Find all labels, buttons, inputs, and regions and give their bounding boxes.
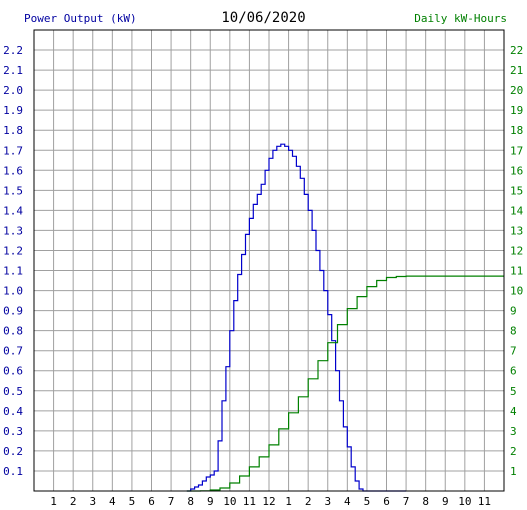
left-tick-label: 1.2	[3, 244, 23, 257]
x-tick-label: 3	[89, 495, 96, 508]
x-tick-label: 5	[129, 495, 136, 508]
x-tick-label: 10	[458, 495, 471, 508]
left-tick-label: 1.7	[3, 144, 23, 157]
chart-title: 10/06/2020	[221, 10, 306, 26]
x-tick-label: 1	[285, 495, 292, 508]
left-tick-label: 1.4	[3, 204, 23, 217]
x-tick-label: 6	[383, 495, 390, 508]
x-tick-label: 2	[305, 495, 312, 508]
grid-lines	[34, 30, 504, 491]
plot-frame	[33, 29, 505, 492]
right-tick-label: 7	[510, 345, 517, 358]
x-tick-label: 11	[243, 495, 256, 508]
x-tick-label: 7	[403, 495, 410, 508]
x-tick-label: 1	[50, 495, 57, 508]
right-tick-label: 10	[510, 285, 523, 298]
left-tick-label: 2.2	[3, 44, 23, 57]
left-tick-label: 1.6	[3, 164, 23, 177]
right-tick-label: 4	[510, 405, 517, 418]
left-tick-label: 0.3	[3, 425, 23, 438]
right-tick-label: 1	[510, 465, 517, 478]
x-tick-label: 2	[70, 495, 77, 508]
left-tick-label: 0.1	[3, 465, 23, 478]
right-tick-label: 19	[510, 104, 523, 117]
right-tick-label: 8	[510, 325, 517, 338]
right-tick-label: 5	[510, 385, 517, 398]
daily-kwh-line	[186, 275, 504, 492]
x-tick-label: 8	[187, 495, 194, 508]
right-tick-label: 12	[510, 244, 523, 257]
x-tick-label: 4	[344, 495, 351, 508]
x-tick-label: 9	[442, 495, 449, 508]
x-tick-label: 9	[207, 495, 214, 508]
left-axis-label: Power Output (kW)	[24, 12, 137, 25]
x-tick-label: 12	[262, 495, 275, 508]
right-tick-label: 14	[510, 204, 524, 217]
left-tick-label: 0.4	[3, 405, 23, 418]
power-output-line	[186, 143, 407, 492]
x-tick-label: 6	[148, 495, 155, 508]
x-axis-ticks: 1 2 3 4 5 6 7 8 9 10 11 12 1 2 3 4 5 6 7 8 9 10 11	[50, 495, 491, 508]
left-axis-ticks: 0.1 0.2 0.3 0.4 0.5 0.6 0.7 0.8 0.9 1.0 1.1 1.2 1.3 1…	[3, 44, 23, 478]
right-tick-label: 21	[510, 64, 523, 77]
right-tick-label: 9	[510, 305, 517, 318]
left-tick-label: 0.8	[3, 325, 23, 338]
right-tick-label: 18	[510, 124, 523, 137]
right-tick-label: 20	[510, 84, 523, 97]
left-tick-label: 2.0	[3, 84, 23, 97]
x-tick-label: 5	[364, 495, 371, 508]
left-tick-label: 0.7	[3, 345, 23, 358]
right-tick-label: 11	[510, 265, 523, 278]
left-tick-label: 1.9	[3, 104, 23, 117]
x-tick-label: 4	[109, 495, 116, 508]
x-tick-label: 10	[223, 495, 236, 508]
right-tick-label: 3	[510, 425, 517, 438]
x-tick-label: 3	[324, 495, 331, 508]
left-tick-label: 0.6	[3, 365, 23, 378]
right-tick-label: 16	[510, 164, 523, 177]
left-tick-label: 1.8	[3, 124, 23, 137]
left-tick-label: 1.1	[3, 265, 23, 278]
right-tick-label: 13	[510, 224, 523, 237]
series-lines	[186, 143, 504, 492]
left-tick-label: 0.5	[3, 385, 23, 398]
right-tick-label: 15	[510, 184, 523, 197]
left-tick-label: 0.9	[3, 305, 23, 318]
x-tick-label: 7	[168, 495, 175, 508]
left-tick-label: 0.2	[3, 445, 23, 458]
right-tick-label: 22	[510, 44, 523, 57]
right-axis-label: Daily kW-Hours	[414, 12, 507, 25]
left-tick-label: 1.0	[3, 285, 23, 298]
x-tick-label: 11	[478, 495, 491, 508]
right-tick-label: 17	[510, 144, 523, 157]
left-tick-label: 1.3	[3, 224, 23, 237]
right-tick-label: 2	[510, 445, 517, 458]
right-tick-label: 6	[510, 365, 517, 378]
x-tick-label: 8	[422, 495, 429, 508]
left-tick-label: 2.1	[3, 64, 23, 77]
left-tick-label: 1.5	[3, 184, 23, 197]
